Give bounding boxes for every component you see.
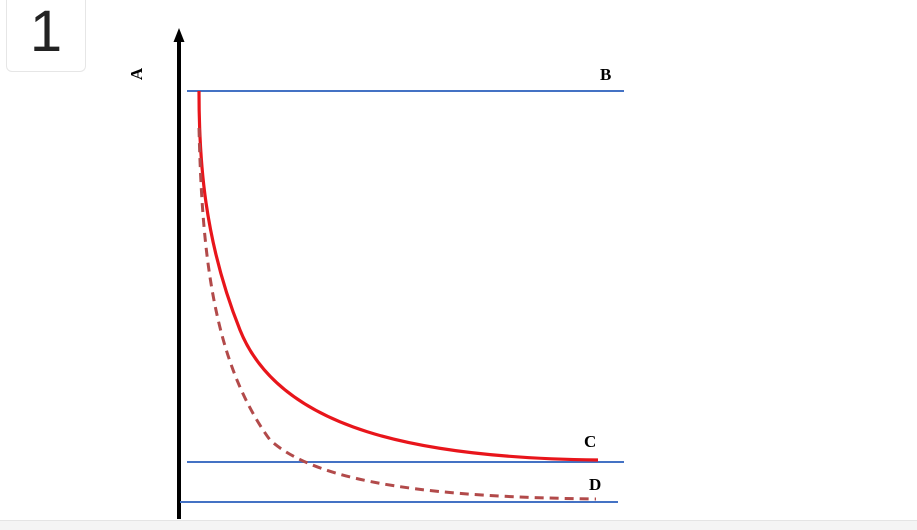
label-b: B [600, 65, 611, 84]
bottom-strip [0, 520, 917, 530]
label-d: D [589, 475, 601, 494]
y-axis-label: A [127, 67, 146, 80]
number-badge: 1 [6, 0, 86, 72]
dashed-curve [197, 127, 597, 501]
solid-curve [197, 90, 599, 462]
label-c: C [584, 432, 596, 451]
y-axis-arrow-icon [173, 28, 185, 42]
